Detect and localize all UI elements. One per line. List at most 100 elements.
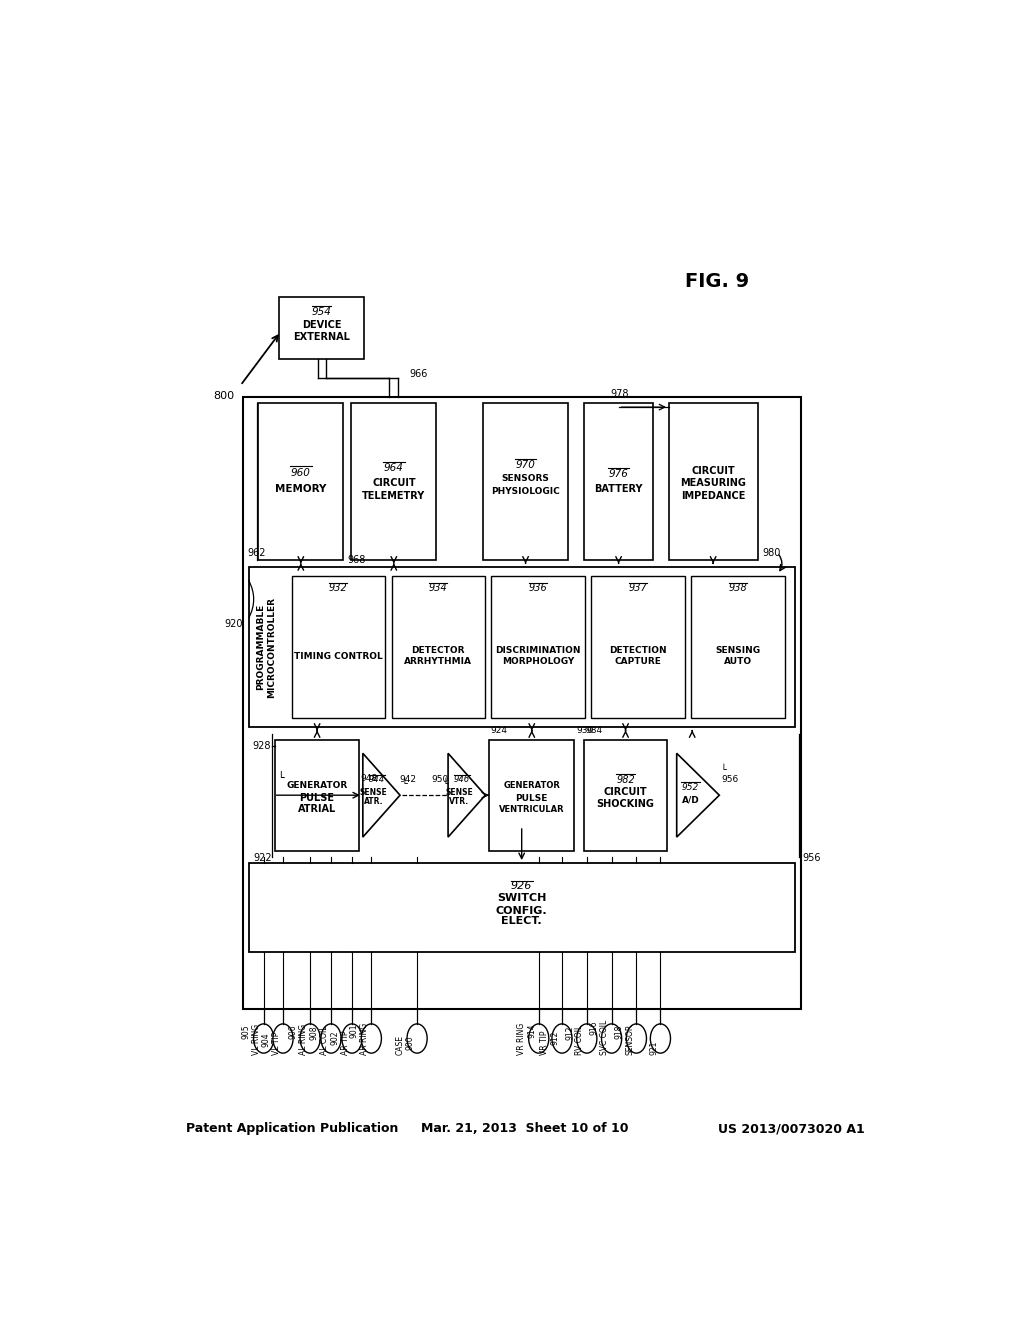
Text: └: └ xyxy=(401,779,408,789)
Ellipse shape xyxy=(601,1024,622,1053)
Ellipse shape xyxy=(552,1024,572,1053)
Text: VR RING
914: VR RING 914 xyxy=(517,1023,537,1056)
Bar xyxy=(292,576,385,718)
Text: GENERATOR: GENERATOR xyxy=(504,781,560,791)
Text: 906
AL RING: 906 AL RING xyxy=(289,1024,308,1056)
Text: ARRHYTHMIA: ARRHYTHMIA xyxy=(404,657,472,665)
Text: 960: 960 xyxy=(291,467,310,478)
Bar xyxy=(243,397,801,1010)
Text: PULSE: PULSE xyxy=(516,793,548,803)
Text: └: └ xyxy=(442,779,447,789)
Text: └: └ xyxy=(276,774,284,783)
Text: 968: 968 xyxy=(347,556,366,565)
Text: BATTERY: BATTERY xyxy=(594,484,643,495)
Bar xyxy=(280,297,365,359)
Text: 984: 984 xyxy=(586,726,602,735)
Text: AUTO: AUTO xyxy=(724,657,752,665)
Text: 937: 937 xyxy=(629,583,647,593)
Ellipse shape xyxy=(627,1024,646,1053)
Text: 966: 966 xyxy=(410,370,428,379)
Text: 934: 934 xyxy=(429,583,447,593)
Text: US 2013/0073020 A1: US 2013/0073020 A1 xyxy=(718,1122,864,1135)
Text: SWITCH: SWITCH xyxy=(497,894,547,903)
Text: 902
AR TIP: 902 AR TIP xyxy=(331,1031,349,1056)
Text: 904
VL TIP: 904 VL TIP xyxy=(261,1032,281,1056)
Bar xyxy=(584,739,668,850)
Text: CAPTURE: CAPTURE xyxy=(614,657,662,665)
Text: VENTRICULAR: VENTRICULAR xyxy=(499,805,564,813)
Text: 954: 954 xyxy=(312,308,332,317)
Ellipse shape xyxy=(342,1024,362,1053)
Text: EXTERNAL: EXTERNAL xyxy=(293,333,350,342)
Text: 978: 978 xyxy=(611,389,630,399)
Text: 921: 921 xyxy=(649,1041,658,1056)
Text: 926: 926 xyxy=(511,880,532,891)
Text: ATRIAL: ATRIAL xyxy=(298,804,336,814)
Ellipse shape xyxy=(650,1024,671,1053)
Text: 938: 938 xyxy=(728,583,748,593)
Text: CASE
900: CASE 900 xyxy=(395,1035,415,1056)
Text: DETECTOR: DETECTOR xyxy=(412,645,465,655)
Text: 908
AL COIL: 908 AL COIL xyxy=(309,1026,329,1056)
Polygon shape xyxy=(677,754,719,837)
Bar xyxy=(249,863,795,952)
Text: IMPEDANCE: IMPEDANCE xyxy=(681,491,745,500)
Ellipse shape xyxy=(254,1024,273,1053)
Text: ELECT.: ELECT. xyxy=(502,916,542,927)
Text: 944: 944 xyxy=(369,775,385,784)
Ellipse shape xyxy=(300,1024,321,1053)
Text: 918
SENSOR: 918 SENSOR xyxy=(614,1024,634,1056)
Text: TIMING CONTROL: TIMING CONTROL xyxy=(294,652,382,661)
Text: CIRCUIT: CIRCUIT xyxy=(691,466,735,477)
Text: 800: 800 xyxy=(213,391,234,400)
Text: 982: 982 xyxy=(616,775,635,785)
Text: 946: 946 xyxy=(454,775,470,784)
Polygon shape xyxy=(449,754,485,837)
Bar xyxy=(351,404,436,560)
Text: 905
VL RING: 905 VL RING xyxy=(242,1024,261,1056)
Text: 976: 976 xyxy=(608,469,629,479)
Bar xyxy=(492,576,586,718)
Text: MEASURING: MEASURING xyxy=(680,478,746,488)
Text: PHYSIOLOGIC: PHYSIOLOGIC xyxy=(492,487,560,495)
Text: VR TIP
912: VR TIP 912 xyxy=(541,1031,560,1056)
Text: 932: 932 xyxy=(329,583,347,593)
Text: PULSE: PULSE xyxy=(300,793,335,804)
Text: 956: 956 xyxy=(721,775,738,784)
Bar xyxy=(483,404,568,560)
Text: A/D: A/D xyxy=(682,796,699,804)
Text: 930: 930 xyxy=(575,726,593,735)
Text: 942: 942 xyxy=(399,775,417,784)
Text: 936: 936 xyxy=(528,583,548,593)
Bar xyxy=(391,576,485,718)
Text: SHOCKING: SHOCKING xyxy=(597,800,654,809)
Text: VTR.: VTR. xyxy=(449,797,469,805)
Text: SENSORS: SENSORS xyxy=(502,474,550,483)
Text: FIG. 9: FIG. 9 xyxy=(685,272,750,292)
Bar xyxy=(584,404,653,560)
Text: 924: 924 xyxy=(490,726,508,735)
Text: Mar. 21, 2013  Sheet 10 of 10: Mar. 21, 2013 Sheet 10 of 10 xyxy=(421,1122,629,1135)
Text: SENSING: SENSING xyxy=(716,645,761,655)
Text: 950: 950 xyxy=(432,775,449,784)
Text: 956: 956 xyxy=(802,853,821,863)
Bar xyxy=(691,576,785,718)
Text: 952: 952 xyxy=(682,783,699,792)
Text: Patent Application Publication: Patent Application Publication xyxy=(186,1122,398,1135)
Text: └: └ xyxy=(721,764,727,775)
Text: ATR.: ATR. xyxy=(364,797,383,805)
Text: 916
SVC COIL: 916 SVC COIL xyxy=(590,1020,609,1056)
Text: 962: 962 xyxy=(248,548,266,557)
Text: 912
RV COIL: 912 RV COIL xyxy=(565,1026,585,1056)
Bar xyxy=(275,739,359,850)
Text: CONFIG.: CONFIG. xyxy=(496,906,548,916)
Bar xyxy=(489,739,574,850)
Text: 948: 948 xyxy=(360,774,378,783)
Ellipse shape xyxy=(528,1024,549,1053)
Text: CIRCUIT: CIRCUIT xyxy=(604,787,647,797)
Text: DISCRIMINATION: DISCRIMINATION xyxy=(496,645,581,655)
Text: 901
AR RING: 901 AR RING xyxy=(349,1023,369,1056)
Bar xyxy=(258,404,343,560)
Text: 928: 928 xyxy=(252,741,270,751)
Bar xyxy=(592,576,685,718)
